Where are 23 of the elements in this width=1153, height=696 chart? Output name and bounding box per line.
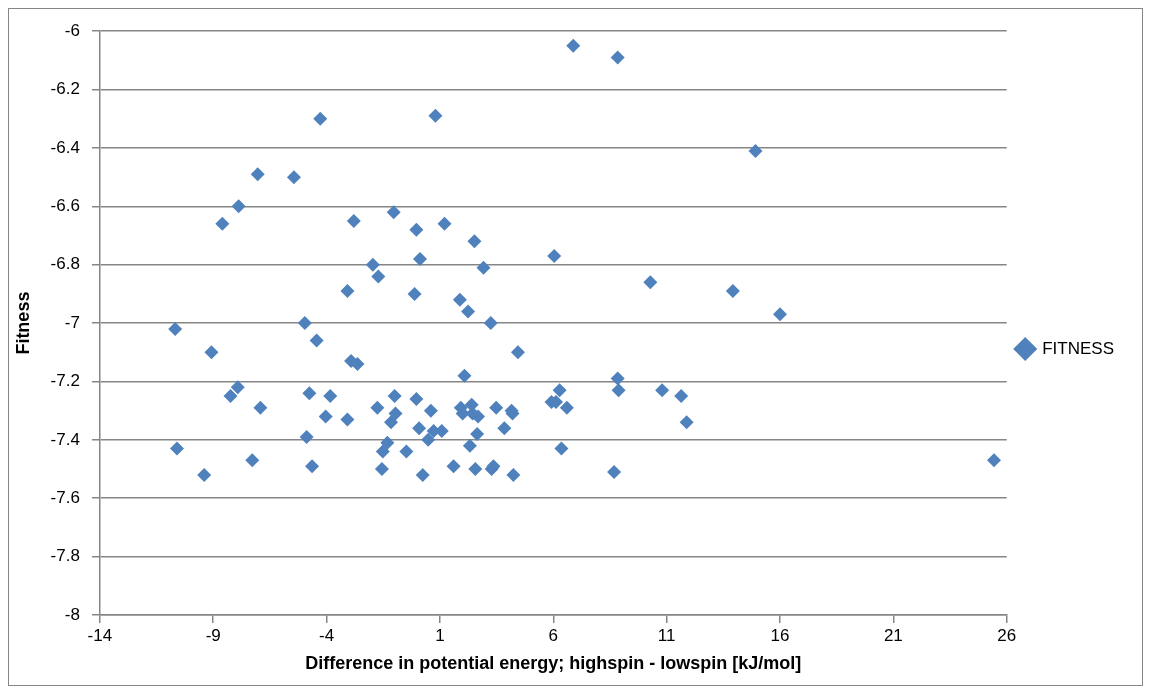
- x-tick-label: 1: [435, 625, 445, 645]
- y-tick-label: -6.6: [50, 196, 80, 216]
- x-tick-label: 26: [997, 625, 1017, 645]
- y-tick-label: -8: [64, 604, 80, 624]
- x-tick-label: -14: [87, 625, 113, 645]
- x-tick-label: 16: [770, 625, 790, 645]
- x-axis-title: Difference in potential energy; highspin - lowspin [kJ/mol]: [305, 653, 802, 674]
- y-tick-label: -7.8: [50, 546, 80, 566]
- y-tick-label: -7.6: [50, 487, 80, 507]
- y-axis-title: Fitness: [12, 291, 33, 355]
- x-tick-label: -9: [205, 625, 221, 645]
- x-tick-label: 6: [548, 625, 559, 645]
- y-tick-label: -7.2: [50, 371, 80, 391]
- y-tick-label: -6.8: [50, 254, 80, 274]
- x-tick-label: 11: [657, 625, 676, 645]
- legend-label: FITNESS: [1042, 338, 1115, 358]
- y-tick-label: -7.4: [50, 429, 80, 449]
- y-tick-label: -7: [64, 312, 80, 332]
- y-tick-label: -6.2: [50, 79, 80, 99]
- y-tick-label: -6.4: [50, 137, 80, 157]
- x-tick-label: 21: [883, 625, 903, 645]
- x-tick-label: -4: [319, 625, 335, 645]
- y-tick-label: -6: [64, 20, 80, 40]
